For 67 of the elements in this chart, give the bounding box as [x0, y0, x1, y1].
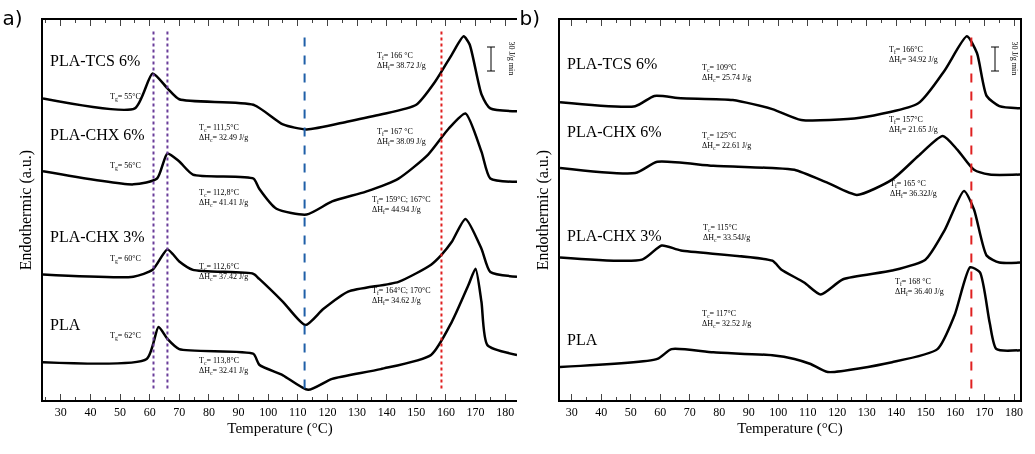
- x-tick-label: 120: [318, 405, 337, 420]
- x-tick-label: 60: [654, 405, 667, 420]
- annotation: T$_{f}$= 164°C; 170°C ΔH$_{f}$= 34.62 J/g: [372, 286, 431, 307]
- x-tick-label: 130: [348, 405, 367, 420]
- x-tick-label: 180: [496, 405, 515, 420]
- x-tick-label: 120: [828, 405, 847, 420]
- y-axis-title: Endothermic (a.u.): [533, 149, 552, 271]
- x-tick-label: 110: [798, 405, 817, 420]
- x-tick-label: 170: [466, 405, 485, 420]
- x-tick-label: 60: [143, 405, 156, 420]
- annotation: T$_{g}$= 56°C: [110, 161, 141, 171]
- x-tick-label: 50: [624, 405, 637, 420]
- x-tick-label: 100: [259, 405, 278, 420]
- annotation: T$_{c}$= 111,5°C ΔH$_{c}$= 32.49 J/g: [199, 123, 249, 144]
- x-tick-label: 160: [436, 405, 455, 420]
- annotation: T$_{g}$= 55°C: [110, 92, 141, 102]
- series-label: PLA: [50, 316, 81, 333]
- annotation: T$_{f}$= 166°C ΔH$_{f}$= 34.92 J/g: [889, 45, 938, 66]
- x-tick-label: 90: [742, 405, 755, 420]
- series-label: PLA: [567, 331, 598, 348]
- x-tick-label: 80: [202, 405, 215, 420]
- annotation: T$_{f}$= 159°C; 167°C ΔH$_{f}$= 44.94 J/g: [372, 195, 431, 216]
- y-axis-title: Endothermic (a.u.): [16, 149, 35, 271]
- x-tick-label: 50: [114, 405, 127, 420]
- x-tick-label: 170: [975, 405, 994, 420]
- annotation: T$_{g}$= 62°C: [110, 331, 141, 341]
- x-tick-label: 30: [565, 405, 578, 420]
- x-tick-label: 90: [232, 405, 245, 420]
- x-axis-title: Temperature (°C): [737, 419, 843, 437]
- annotation: T$_{c}$= 113,8°C ΔH$_{c}$= 32.41 J/g: [199, 356, 249, 377]
- series-label: PLA-TCS 6%: [567, 55, 658, 72]
- series-label: PLA-TCS 6%: [50, 52, 141, 69]
- x-tick-label: 30: [54, 405, 67, 420]
- x-tick-label: 180: [1005, 405, 1024, 420]
- x-axis-title: Temperature (°C): [227, 419, 333, 437]
- x-tick-label: 130: [857, 405, 876, 420]
- annotation: T$_{f}$= 168 °C ΔH$_{f}$= 36.40 J/g: [895, 277, 944, 298]
- annotation: T$_{c}$= 112,8°C ΔH$_{c}$= 41.41 J/g: [199, 188, 249, 209]
- x-tick-label: 140: [887, 405, 906, 420]
- x-tick-label: 70: [173, 405, 186, 420]
- x-tick-label: 150: [407, 405, 426, 420]
- annotation: T$_{g}$= 60°C: [110, 254, 141, 264]
- annotation: T$_{c}$= 115°C ΔH$_{c}$= 33.54J/g: [703, 223, 751, 244]
- annotation: T$_{f}$= 166 °C ΔH$_{f}$= 38.72 J/g: [377, 51, 426, 72]
- x-tick-label: 140: [377, 405, 396, 420]
- series-label: PLA-CHX 6%: [50, 126, 145, 143]
- annotation: 30 J/g min: [506, 41, 516, 76]
- x-tick-label: 150: [916, 405, 935, 420]
- chart-title: b): [519, 6, 541, 31]
- series-label: PLA-CHX 3%: [50, 228, 145, 245]
- annotation: T$_{f}$= 157°C ΔH$_{f}$= 21.65 J/g: [889, 115, 938, 136]
- annotation: 30 J/g min: [1009, 41, 1019, 76]
- x-tick-label: 100: [769, 405, 788, 420]
- x-tick-label: 40: [595, 405, 608, 420]
- annotation: T$_{c}$= 117°C ΔH$_{c}$= 32.52 J/g: [702, 309, 752, 330]
- chart-title: a): [2, 6, 23, 31]
- x-tick-label: 110: [289, 405, 307, 420]
- series-label: PLA-CHX 3%: [567, 227, 662, 244]
- x-tick-label: 40: [84, 405, 97, 420]
- x-tick-label: 80: [713, 405, 726, 420]
- annotation: T$_{f}$= 167 °C ΔH$_{f}$= 38.09 J/g: [377, 127, 426, 148]
- annotation: T$_{c}$= 112,6°C ΔH$_{c}$= 37.42 J/g: [199, 262, 249, 283]
- annotation: T$_{c}$= 109°C ΔH$_{c}$= 25.74 J/g: [702, 63, 752, 84]
- series-label: PLA-CHX 6%: [567, 123, 662, 140]
- x-tick-label: 70: [683, 405, 696, 420]
- x-tick-label: 160: [946, 405, 965, 420]
- annotation: T$_{c}$= 125°C ΔH$_{c}$= 22.61 J/g: [702, 131, 752, 152]
